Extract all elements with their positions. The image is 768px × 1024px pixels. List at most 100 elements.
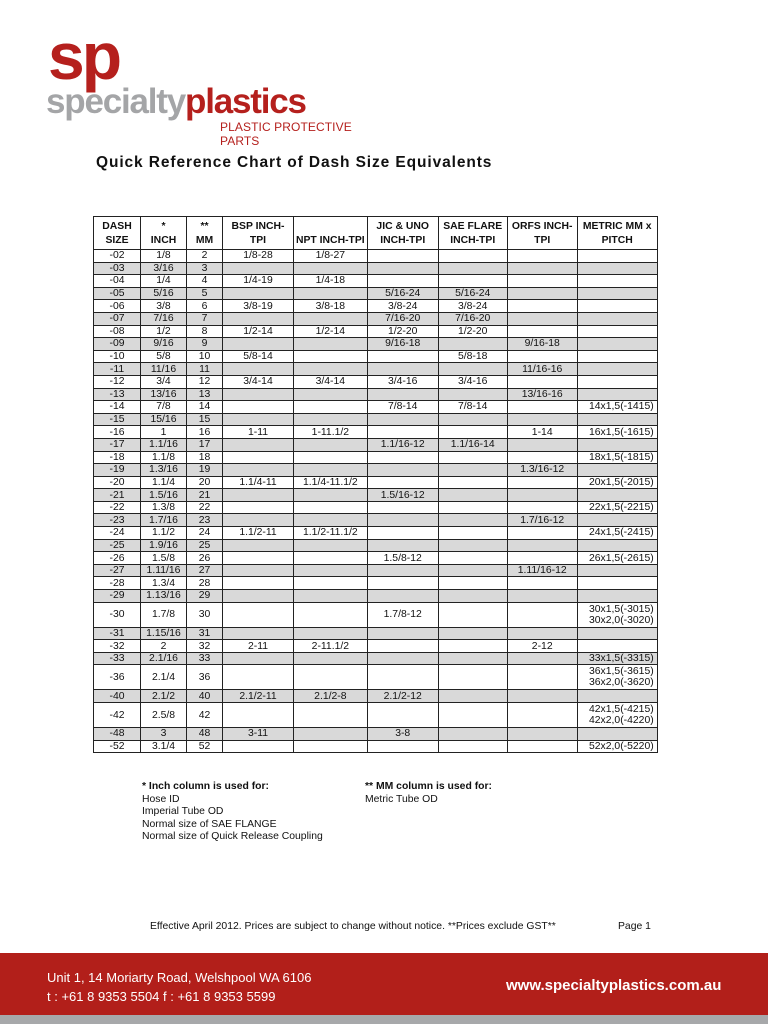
- header-line-1: ORFS INCH-: [511, 221, 573, 232]
- table-cell: 3: [140, 727, 187, 741]
- table-cell: [222, 551, 294, 565]
- table-cell: [366, 563, 439, 578]
- table-cell: -09: [93, 337, 141, 351]
- table-cell: [576, 249, 658, 263]
- table-cell: 3.1/4: [140, 739, 187, 754]
- table-cell: [366, 538, 439, 553]
- table-cell: [576, 324, 658, 339]
- table-cell: 5/16-24: [437, 286, 508, 301]
- table-row: -29 1.13/16 29: [93, 589, 658, 603]
- table-cell: [222, 286, 294, 301]
- table-cell: [437, 626, 508, 641]
- table-cell: -04: [93, 274, 141, 288]
- table-cell: [576, 261, 658, 276]
- header-line-2: NPT INCH-TPI: [296, 235, 365, 246]
- table-cell: 5/16-24: [366, 286, 439, 301]
- table-cell: -25: [93, 538, 141, 553]
- table-cell: 1: [140, 425, 187, 439]
- table-cell: 3/4-14: [293, 374, 368, 389]
- table-cell: 36: [186, 664, 223, 691]
- table-cell: 1.5/8: [140, 551, 187, 565]
- table-row: -12 3/4 12 3/4-14 3/4-14 3/4-16 3/4-16: [93, 374, 658, 389]
- table-cell: [293, 513, 368, 528]
- table-cell: [576, 513, 658, 528]
- table-cell: [506, 475, 578, 490]
- table-cell: 2-12: [506, 639, 578, 653]
- table-cell: 25: [186, 538, 223, 553]
- logo-mark: sp: [48, 19, 122, 93]
- inch-notes-heading: * Inch column is used for:: [142, 781, 270, 792]
- table-cell: [366, 739, 439, 754]
- table-cell: [506, 488, 578, 502]
- table-cell: [293, 739, 368, 754]
- table-cell: 1.1/4: [140, 475, 187, 490]
- table-cell: [293, 349, 368, 364]
- table-cell: [437, 387, 508, 402]
- table-cell: 3/8-19: [222, 299, 294, 313]
- table-cell: [576, 349, 658, 364]
- table-cell: [576, 337, 658, 351]
- table-cell: 1/8-27: [293, 249, 368, 263]
- table-cell: [437, 538, 508, 553]
- table-cell: -10: [93, 349, 141, 364]
- table-cell: 1.1/4-11: [222, 475, 294, 490]
- table-cell: 1/4-19: [222, 274, 294, 288]
- header-line-2: TPI: [249, 235, 267, 246]
- table-cell: -08: [93, 324, 141, 339]
- table-cell: 1.1/16-12: [366, 437, 439, 452]
- address: Unit 1, 14 Moriarty Road, Welshpool WA 6…: [47, 970, 312, 985]
- table-cell: [366, 664, 439, 691]
- table-row: -19 1.3/16 19 1.3/16-12: [93, 463, 658, 477]
- column-header: * INCH: [140, 216, 187, 250]
- table-cell: [506, 311, 578, 326]
- table-cell: [437, 651, 508, 666]
- table-cell: [437, 551, 508, 565]
- table-cell: 1.7/8-12: [366, 601, 439, 628]
- table-cell: -13: [93, 387, 141, 402]
- table-cell: [222, 626, 294, 641]
- table-cell: [222, 664, 294, 691]
- table-cell: 7/8: [140, 400, 187, 414]
- table-cell: [506, 500, 578, 515]
- table-cell: -26: [93, 551, 141, 565]
- table-row: -17 1.1/16 17 1.1/16-12 1.1/16-14: [93, 437, 658, 452]
- table-cell: [437, 664, 508, 691]
- table-cell: [437, 689, 508, 703]
- table-cell: [437, 576, 508, 591]
- table-cell: [576, 488, 658, 502]
- logo-name-b: plastics: [185, 82, 307, 121]
- table-row: -26 1.5/8 26 1.5/8-12 26x1,5(-2615): [93, 551, 658, 565]
- table-cell: 4: [186, 274, 223, 288]
- table-cell: 1-11.1/2: [293, 425, 368, 439]
- table-cell: 3/8: [140, 299, 187, 313]
- table-cell: 5/8: [140, 349, 187, 364]
- table-cell: -27: [93, 563, 141, 578]
- table-cell: 29: [186, 589, 223, 603]
- table-cell: [576, 463, 658, 477]
- table-cell: [437, 526, 508, 540]
- table-cell: [293, 589, 368, 603]
- website-link[interactable]: www.specialtyplastics.com.au: [506, 977, 722, 994]
- table-cell: 5: [186, 286, 223, 301]
- table-cell: [506, 727, 578, 741]
- table-cell: 52x2,0(-5220): [576, 739, 658, 754]
- table-cell: [576, 538, 658, 553]
- table-cell: [506, 286, 578, 301]
- effective-notice: Effective April 2012. Prices are subject…: [150, 921, 556, 932]
- table-cell: [506, 324, 578, 339]
- table-cell: [437, 274, 508, 288]
- table-cell: 3-8: [366, 727, 439, 741]
- table-cell: [366, 249, 439, 263]
- table-cell: [437, 739, 508, 754]
- page-title: Quick Reference Chart of Dash Size Equiv…: [96, 154, 493, 171]
- table-cell: 32: [186, 639, 223, 653]
- table-cell: [576, 362, 658, 376]
- table-cell: [222, 576, 294, 591]
- table-cell: 2-11: [222, 639, 294, 653]
- table-row: -13 13/16 13 13/16-16: [93, 387, 658, 402]
- table-cell: 2.1/4: [140, 664, 187, 691]
- table-cell: [366, 589, 439, 603]
- table-cell: [506, 299, 578, 313]
- table-cell: [222, 400, 294, 414]
- table-cell: 8: [186, 324, 223, 339]
